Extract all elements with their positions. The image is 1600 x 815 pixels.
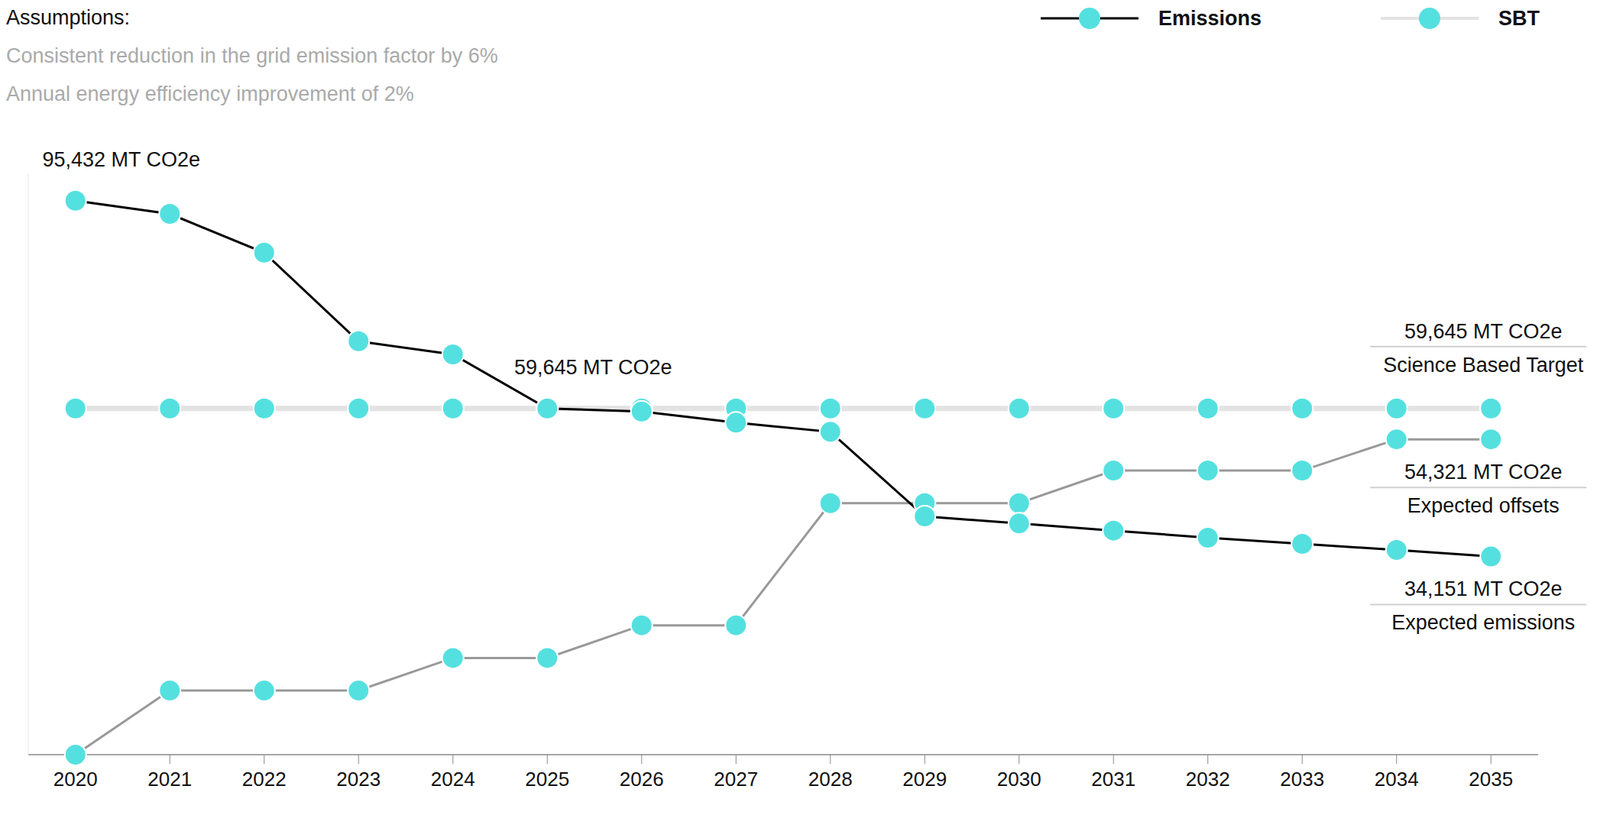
svg-text:2025: 2025 xyxy=(524,767,570,791)
svg-text:2028: 2028 xyxy=(808,767,853,791)
svg-text:54,321 MT CO2e: 54,321 MT CO2e xyxy=(1404,460,1563,484)
svg-text:2032: 2032 xyxy=(1185,767,1231,791)
svg-text:59,645 MT CO2e: 59,645 MT CO2e xyxy=(514,356,673,379)
svg-text:Expected offsets: Expected offsets xyxy=(1407,494,1560,518)
svg-text:2021: 2021 xyxy=(147,767,192,791)
svg-text:34,151 MT CO2e: 34,151 MT CO2e xyxy=(1404,577,1563,601)
html-text:Assumptions:: Assumptions: xyxy=(6,6,130,30)
svg-text:2020: 2020 xyxy=(53,767,98,791)
svg-text:2033: 2033 xyxy=(1279,767,1325,791)
html-text:Annual energy efficiency impro: Annual energy efficiency improvement of … xyxy=(6,82,414,106)
svg-text:95,432 MT CO2e: 95,432 MT CO2e xyxy=(42,148,201,172)
svg-text:2024: 2024 xyxy=(430,767,476,791)
html-text:SBT: SBT xyxy=(1498,6,1540,30)
html-text:Emissions: Emissions xyxy=(1158,6,1262,30)
svg-text:2023: 2023 xyxy=(336,767,381,791)
svg-text:Expected emissions: Expected emissions xyxy=(1391,611,1575,635)
html-text:Consistent reduction in the gr: Consistent reduction in the grid emissio… xyxy=(6,44,499,68)
svg-text:2026: 2026 xyxy=(619,767,664,791)
svg-text:59,645 MT CO2e: 59,645 MT CO2e xyxy=(1404,320,1563,344)
svg-text:2035: 2035 xyxy=(1468,767,1513,791)
svg-text:2029: 2029 xyxy=(902,767,947,791)
svg-text:Science Based Target: Science Based Target xyxy=(1382,353,1584,377)
svg-text:2031: 2031 xyxy=(1091,767,1136,791)
svg-text:2022: 2022 xyxy=(242,767,287,791)
svg-text:2034: 2034 xyxy=(1374,767,1419,791)
svg-text:2027: 2027 xyxy=(713,767,758,791)
svg-text:2030: 2030 xyxy=(997,767,1042,791)
